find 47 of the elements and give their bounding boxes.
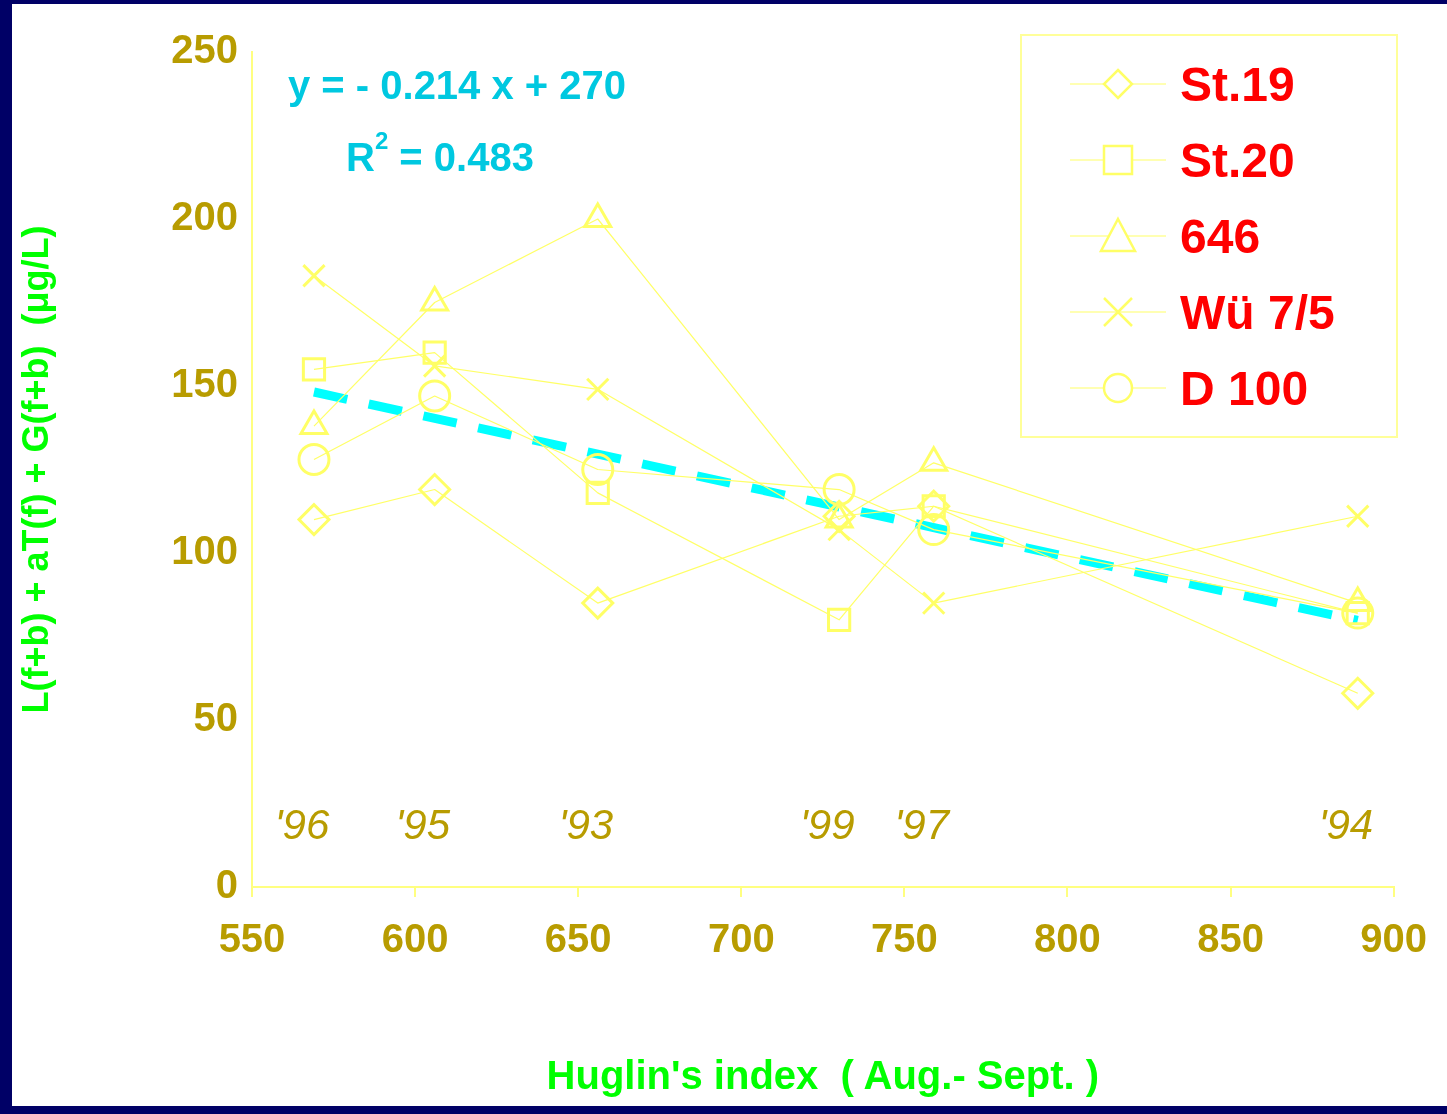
point — [418, 379, 452, 413]
x-tick-label: 900 — [1360, 916, 1428, 961]
point — [422, 340, 447, 365]
point — [1345, 504, 1370, 529]
annotation: '96 — [274, 800, 330, 848]
point — [422, 353, 447, 379]
legend-label: St.20 — [1180, 132, 1295, 188]
legend-label: St.19 — [1180, 56, 1295, 112]
point — [301, 263, 327, 288]
point — [297, 442, 331, 476]
point — [585, 377, 610, 402]
x-tick-label: 700 — [707, 916, 775, 961]
y-tick-label: 100 — [171, 528, 238, 573]
legend-label: D 100 — [1180, 360, 1309, 416]
annotation: y = - 0.214 x + 270 — [288, 63, 627, 108]
point — [1341, 676, 1375, 710]
annotation: '93 — [558, 800, 614, 848]
point — [581, 453, 615, 486]
x-axis-title: Huglin's index ( Aug.- Sept. ) — [546, 1053, 1100, 1098]
y-axis-title: L(f+b) + aT(f) + G(f+b) (μg/L) — [14, 225, 56, 714]
x-tick-label: 800 — [1034, 916, 1101, 961]
point — [585, 480, 610, 505]
annotation: '99 — [799, 800, 855, 848]
y-tick-label: 200 — [171, 194, 238, 239]
legend-label: Wü 7/5 — [1180, 284, 1335, 340]
y-tick-label: 50 — [193, 695, 238, 740]
point — [827, 517, 852, 542]
x-tick-label: 650 — [544, 916, 612, 961]
annotation: '94 — [1318, 800, 1374, 848]
point — [581, 586, 615, 620]
x-tick-label: 750 — [870, 916, 938, 961]
point — [917, 513, 951, 547]
point — [921, 590, 946, 616]
y-tick-label: 150 — [171, 361, 238, 406]
point — [297, 503, 331, 537]
point — [418, 473, 452, 507]
annotation: '97 — [894, 800, 951, 848]
x-tick-label: 850 — [1197, 916, 1264, 961]
x-tick-label: 600 — [381, 916, 449, 961]
point — [301, 357, 327, 382]
y-tick-label: 0 — [215, 862, 238, 907]
y-tick-label: 250 — [171, 27, 238, 72]
point — [822, 473, 856, 507]
point — [827, 607, 852, 632]
x-tick-label: 550 — [218, 916, 286, 961]
annotation: '95 — [395, 800, 451, 848]
legend-label: 646 — [1180, 208, 1261, 264]
